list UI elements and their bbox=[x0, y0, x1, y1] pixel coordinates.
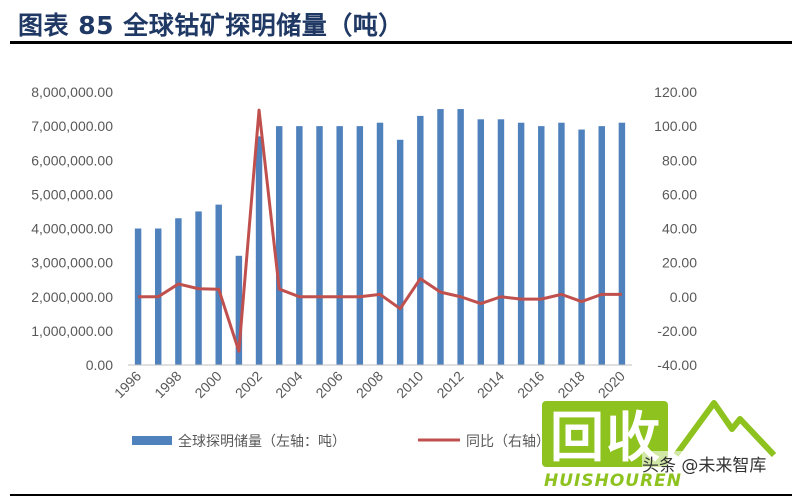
bar-2020 bbox=[618, 122, 626, 366]
right-axis-tick-labels: -40.00 -20.00 0.00 20.00 40.00 60.00 80.00 100.… bbox=[654, 84, 697, 373]
right-tick-label: -40.00 bbox=[657, 357, 697, 373]
bar-2007 bbox=[356, 126, 364, 366]
bar-2000 bbox=[215, 204, 222, 365]
legend-bar-label: 全球探明储量（左轴：吨） bbox=[178, 433, 346, 450]
watermark-big-text: 回收 bbox=[550, 406, 662, 469]
bar-2011 bbox=[437, 109, 444, 365]
legend-line-label: 同比（右轴） bbox=[466, 434, 550, 450]
left-tick-label: 0.00 bbox=[86, 357, 113, 373]
yoy-line bbox=[138, 108, 622, 353]
bar-series bbox=[134, 109, 626, 366]
bar-2017 bbox=[558, 122, 565, 366]
watermark-sub-text: 头条 @未来智库 bbox=[642, 451, 767, 476]
watermark-badge: 回收 bbox=[542, 401, 668, 469]
left-tick-label: 5,000,000.00 bbox=[31, 186, 113, 202]
figure-title: 图表 85 全球钴矿探明储量（吨） bbox=[18, 11, 404, 40]
x-tick-label: 2000 bbox=[191, 368, 224, 401]
watermark-mountain-icon bbox=[674, 400, 777, 457]
bar-2005 bbox=[316, 126, 323, 366]
bar-2002 bbox=[255, 136, 263, 365]
x-tick-label: 1998 bbox=[151, 368, 184, 401]
bar-2003 bbox=[275, 126, 283, 366]
bar-2013 bbox=[477, 119, 485, 365]
x-tick-label: 2010 bbox=[393, 368, 426, 401]
left-tick-label: 8,000,000.00 bbox=[31, 84, 113, 100]
left-tick-label: 7,000,000.00 bbox=[31, 118, 113, 134]
line-series bbox=[138, 108, 622, 353]
bar-2004 bbox=[296, 126, 303, 366]
right-tick-label: 80.00 bbox=[662, 152, 697, 168]
bar-2010 bbox=[417, 115, 424, 365]
title-divider bbox=[10, 41, 792, 44]
left-tick-label: 6,000,000.00 bbox=[31, 152, 113, 168]
bar-2006 bbox=[336, 126, 343, 366]
x-tick-label: 2002 bbox=[232, 368, 265, 401]
legend-bar-swatch bbox=[132, 436, 172, 445]
x-tick-label: 2006 bbox=[312, 368, 345, 401]
right-tick-label: 60.00 bbox=[662, 186, 697, 202]
x-tick-label: 1996 bbox=[111, 368, 144, 401]
bar-2012 bbox=[457, 109, 464, 365]
x-tick-label: 2004 bbox=[272, 368, 305, 401]
bar-2019 bbox=[598, 126, 605, 366]
x-tick-label: 2014 bbox=[474, 368, 507, 401]
right-tick-label: 40.00 bbox=[662, 221, 697, 237]
bottom-divider bbox=[10, 494, 792, 496]
right-tick-label: 100.00 bbox=[654, 118, 697, 134]
left-tick-label: 1,000,000.00 bbox=[31, 323, 113, 339]
left-tick-label: 3,000,000.00 bbox=[31, 255, 113, 271]
right-tick-label: 0.00 bbox=[670, 289, 697, 305]
right-tick-label: 120.00 bbox=[654, 84, 697, 100]
watermark-brand-text: HUISHOUREN bbox=[544, 471, 683, 491]
bar-2014 bbox=[497, 119, 505, 365]
right-tick-label: -20.00 bbox=[657, 323, 697, 339]
bar-1998 bbox=[175, 218, 182, 365]
left-axis-tick-labels: 0.00 1,000,000.00 2,000,000.00 3,000,000.00… bbox=[31, 84, 113, 373]
right-tick-label: 20.00 bbox=[662, 255, 697, 271]
legend: 全球探明储量（左轴：吨） 同比（右轴） bbox=[132, 433, 550, 450]
bar-1996 bbox=[134, 228, 142, 365]
x-tick-label: 2008 bbox=[353, 368, 386, 401]
bar-2018 bbox=[578, 129, 585, 365]
watermark: 回收 头条 @未来智库 HUISHOUREN bbox=[542, 395, 792, 493]
left-tick-label: 4,000,000.00 bbox=[31, 221, 113, 237]
bar-2001 bbox=[235, 255, 243, 365]
bar-2008 bbox=[376, 122, 384, 366]
left-tick-label: 2,000,000.00 bbox=[31, 289, 113, 305]
bar-2015 bbox=[517, 122, 525, 366]
x-tick-label: 2012 bbox=[433, 368, 466, 401]
bar-2016 bbox=[538, 126, 545, 366]
bar-2009 bbox=[396, 139, 404, 365]
